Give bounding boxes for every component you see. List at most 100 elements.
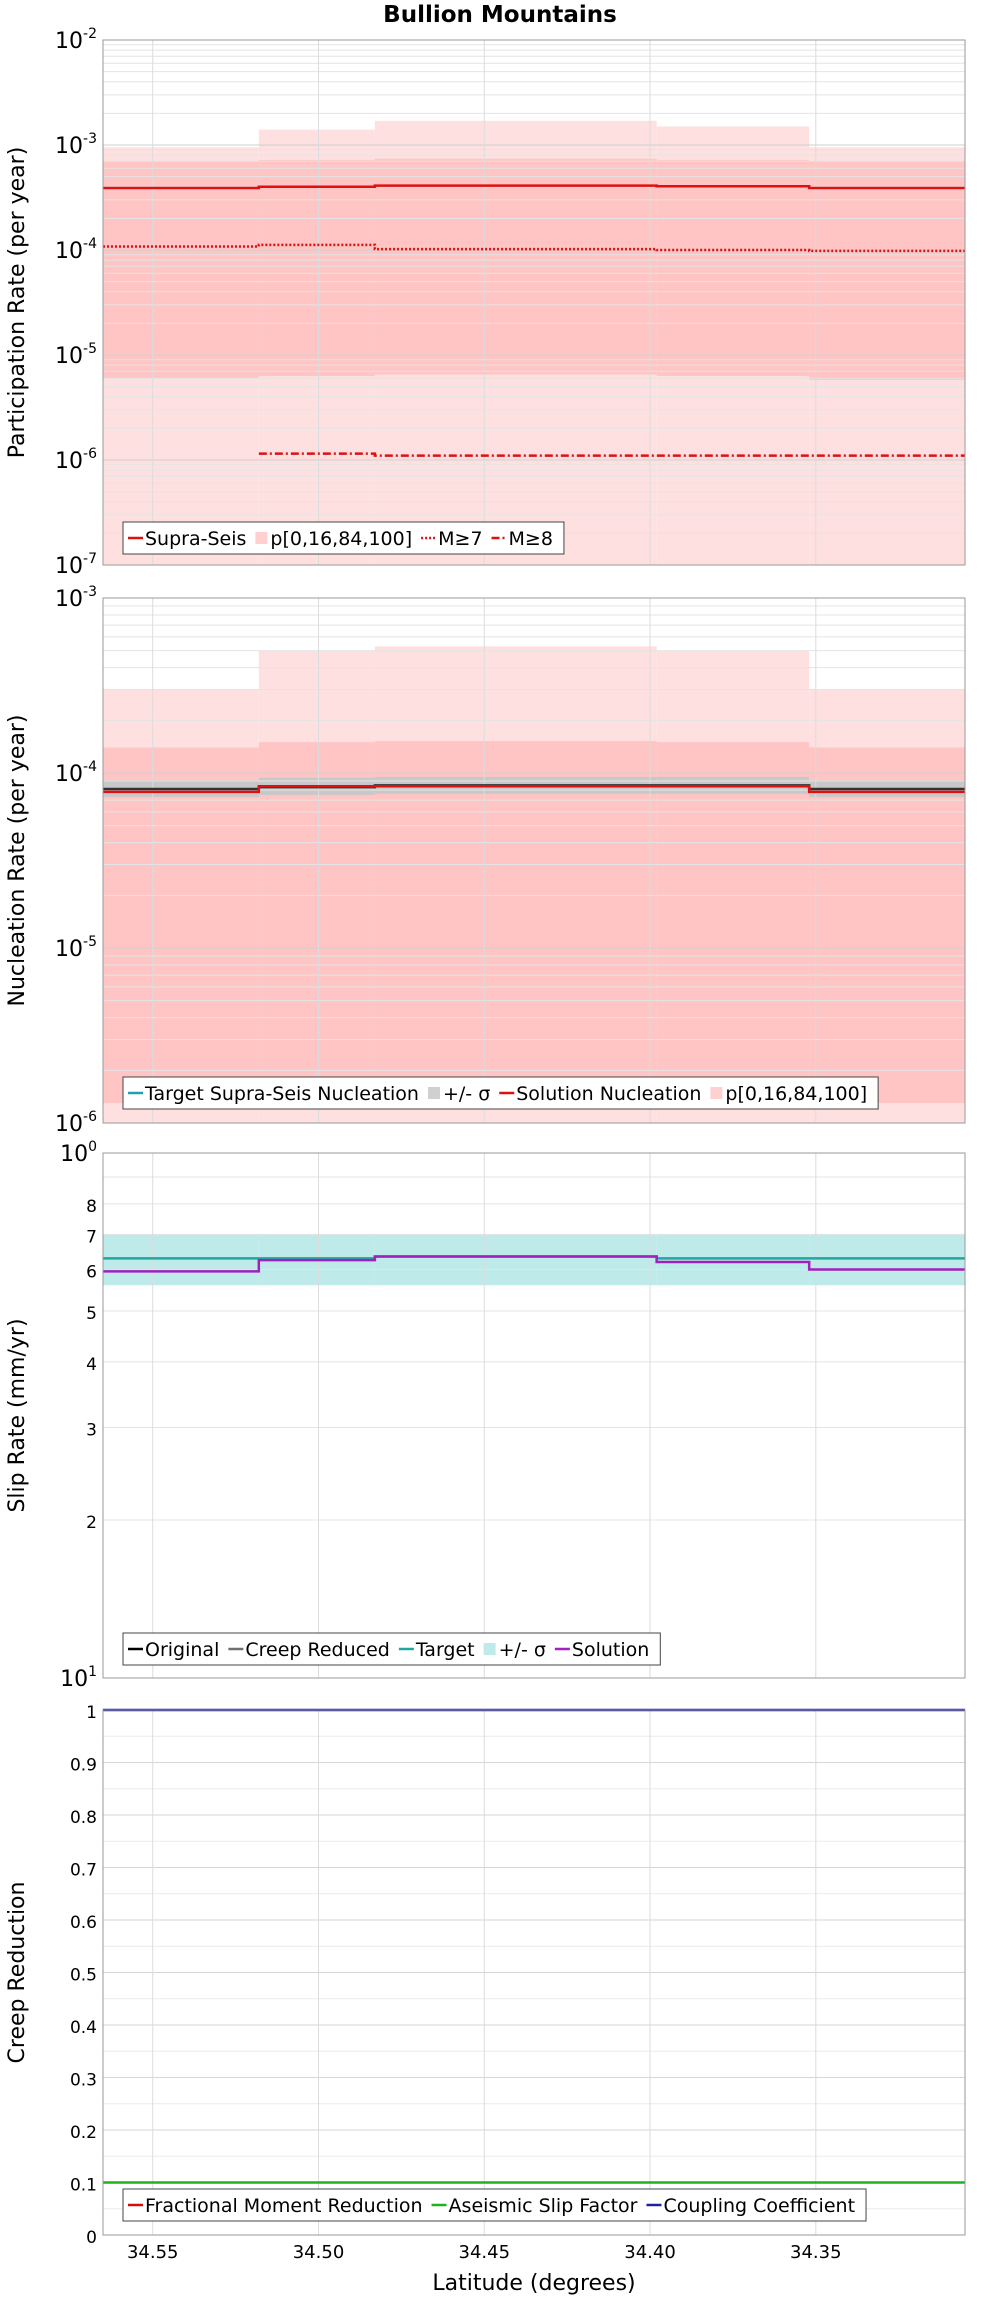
panel-participation: 10-7 10-6 10-5 10-4 10-3 10-2 Participation Ra… xyxy=(5,26,966,579)
legend-label: Supra-Seis xyxy=(145,528,246,550)
band-1-seg-2 xyxy=(374,741,657,1104)
y-axis-title: Slip Rate (mm/yr) xyxy=(5,1318,30,1512)
xtick-label: 34.35 xyxy=(790,2242,842,2263)
legend-label: Solution xyxy=(572,1639,649,1661)
legend-label: Fractional Moment Reduction xyxy=(145,2195,423,2217)
ytick-label: 5 xyxy=(86,1304,97,1324)
plot-border xyxy=(102,1709,966,2236)
plot-border xyxy=(102,39,966,566)
ytick-exponent: -4 xyxy=(83,236,97,252)
y-axis-title: Nucleation Rate (per year) xyxy=(5,715,30,1007)
ytick-label: 0 xyxy=(86,2228,97,2248)
ytick-label: 10-5 xyxy=(55,934,97,962)
band-1-seg-0 xyxy=(103,161,259,379)
ytick-label: 101 xyxy=(60,1664,97,1692)
legend-label: Target xyxy=(415,1639,475,1661)
legend-label: +/- σ xyxy=(499,1639,546,1661)
y-axis-title: Creep Reduction xyxy=(5,1882,30,2064)
band-1-seg-1 xyxy=(258,159,375,377)
panel-creep: 0 0.1 0.2 0.3 0.4 0.5 0.6 0.7 0.8 0.9 1 34.55 34.50 3… xyxy=(5,1703,966,2296)
series-supra-seis xyxy=(103,184,965,190)
legend-box xyxy=(122,1632,661,1666)
xtick-label: 34.45 xyxy=(459,2242,511,2263)
y-axis-title: Participation Rate (per year) xyxy=(5,147,30,459)
xtick-label: 34.55 xyxy=(127,2242,179,2263)
ytick-label: 6 xyxy=(86,1262,97,1282)
ytick-exponent: -6 xyxy=(83,446,97,462)
ytick-label: 8 xyxy=(86,1197,97,1217)
ytick-label: 0.9 xyxy=(70,1756,97,1776)
band-0-seg-0 xyxy=(103,1234,259,1286)
band-0-seg-3 xyxy=(656,1234,810,1286)
legend-label: Solution Nucleation xyxy=(516,1083,701,1105)
ytick-label: 10-6 xyxy=(55,1109,97,1137)
band-0-seg-4 xyxy=(809,1234,965,1286)
legend: Original Creep Reduced Target +/- σ Solution xyxy=(122,1632,661,1666)
legend-box xyxy=(122,2188,867,2222)
ytick-label: 10-6 xyxy=(55,446,97,474)
ytick-label: 0.4 xyxy=(70,2018,97,2038)
legend: Target Supra-Seis Nucleation +/- σ Solutio… xyxy=(122,1076,879,1110)
ytick-label: 100 xyxy=(60,1139,97,1167)
ytick-label: 10-7 xyxy=(55,551,97,579)
ytick-label: 2 xyxy=(86,1513,97,1533)
legend-label: M≥8 xyxy=(509,528,553,550)
ytick-label: 10-4 xyxy=(55,759,97,787)
band-1-seg-4 xyxy=(809,747,965,1104)
band-1-seg-0 xyxy=(103,747,259,1104)
band-1-seg-4 xyxy=(809,161,965,380)
legend-swatch xyxy=(483,1643,496,1655)
grid xyxy=(103,1709,965,2236)
band-0-seg-2 xyxy=(374,1234,657,1286)
band-1-seg-3 xyxy=(656,159,810,377)
ytick-exponent: -7 xyxy=(83,551,97,567)
legend-label: p[0,16,84,100] xyxy=(725,1083,867,1105)
series-solution-nucleation xyxy=(103,785,965,794)
ytick-label: 0.1 xyxy=(70,2176,97,2196)
ytick-label: 0.7 xyxy=(70,1861,97,1881)
ytick-label: 10-4 xyxy=(55,236,97,264)
plot-border xyxy=(102,597,966,1124)
ytick-label: 0.6 xyxy=(70,1913,97,1933)
legend-label: M≥7 xyxy=(438,528,482,550)
ytick-label: 10-3 xyxy=(55,584,97,612)
plot-area xyxy=(103,1153,965,1678)
grid xyxy=(103,598,965,1124)
legend: Supra-Seis p[0,16,84,100] M≥7 M≥8 xyxy=(122,521,565,555)
ytick-label: 0.8 xyxy=(70,1808,97,1828)
xtick-label: 34.50 xyxy=(293,2242,345,2263)
ytick-label: 0.5 xyxy=(70,1966,97,1986)
ytick-exponent: -4 xyxy=(83,759,97,775)
ytick-label: 0.2 xyxy=(70,2123,97,2143)
ytick-exponent: -5 xyxy=(83,341,97,357)
series-m-7 xyxy=(103,243,965,253)
ytick-label: 10-2 xyxy=(55,26,97,54)
legend-label: Target Supra-Seis Nucleation xyxy=(144,1083,419,1105)
ytick-label: 3 xyxy=(86,1421,97,1441)
xtick-label: 34.40 xyxy=(624,2242,676,2263)
ytick-exponent: -3 xyxy=(83,584,97,600)
legend-label: Original xyxy=(145,1639,219,1661)
x-axis-title: Latitude (degrees) xyxy=(432,2271,635,2296)
ytick-label: 7 xyxy=(86,1227,97,1247)
ytick-exponent: 1 xyxy=(88,1664,97,1680)
band-1-seg-1 xyxy=(258,742,375,1104)
legend-label: Creep Reduced xyxy=(245,1639,389,1661)
series-solution xyxy=(103,1255,965,1273)
ytick-exponent: -5 xyxy=(83,934,97,950)
ytick-label: 4 xyxy=(86,1355,97,1375)
ytick-exponent: -2 xyxy=(83,26,97,42)
ytick-label: 10-3 xyxy=(55,131,97,159)
ytick-label: 1 xyxy=(86,1703,97,1723)
legend-swatch xyxy=(427,1087,440,1099)
ytick-label: 10-5 xyxy=(55,341,97,369)
legend-label: Coupling Coefficient xyxy=(663,2195,855,2217)
series-m-8 xyxy=(258,452,965,457)
panel-sliprate: 101 2 3 4 5 6 7 8 100 Slip Rate (mm/yr) Original Cr… xyxy=(5,1139,966,1692)
ytick-label: 0.3 xyxy=(70,2071,97,2091)
ytick-exponent: -6 xyxy=(83,1109,97,1125)
panel-nucleation: 10-6 10-5 10-4 10-3 Nucleation Rate (per yea… xyxy=(5,584,966,1137)
legend-box xyxy=(122,521,565,555)
band-1-seg-3 xyxy=(656,742,810,1104)
